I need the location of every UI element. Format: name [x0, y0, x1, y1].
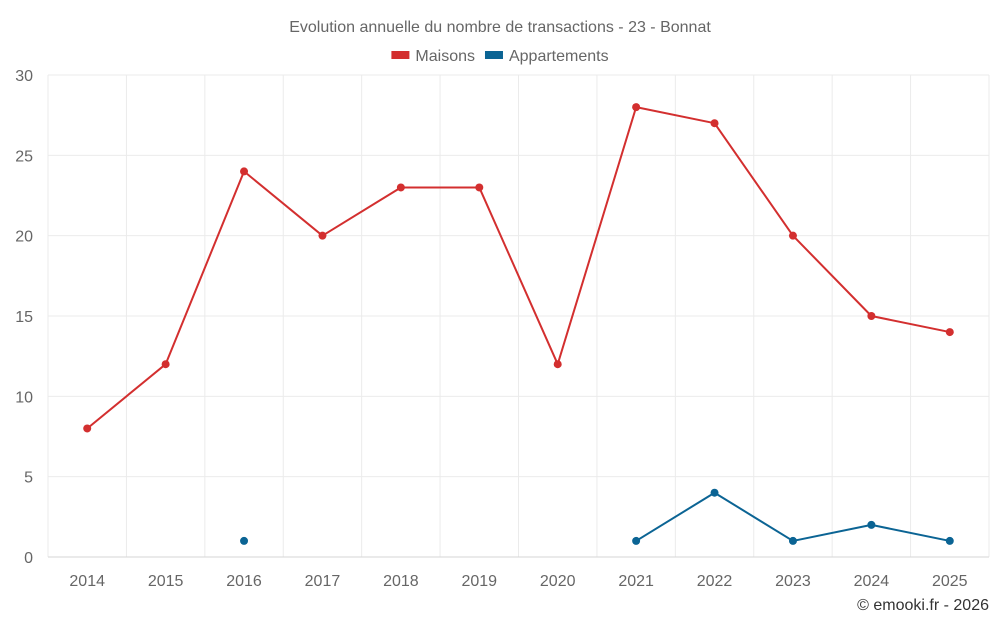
legend: Maisons Appartements [391, 48, 609, 65]
legend-label: Appartements [509, 48, 609, 65]
legend-swatch [484, 51, 503, 59]
data-point[interactable] [240, 167, 249, 176]
x-tick-label: 2019 [461, 573, 497, 590]
y-tick-label: 0 [24, 550, 33, 567]
data-point[interactable] [240, 536, 249, 545]
data-point[interactable] [945, 536, 954, 545]
series-line [86, 106, 950, 430]
data-point[interactable] [788, 536, 797, 545]
y-axis-ticks: 0 5 10 15 20 25 30 [15, 68, 33, 567]
data-point[interactable] [318, 231, 327, 240]
y-tick-label: 25 [15, 148, 33, 165]
series-layer [83, 103, 954, 545]
x-tick-label: 2016 [226, 573, 262, 590]
data-point[interactable] [710, 119, 719, 128]
x-tick-label: 2022 [697, 573, 733, 590]
x-tick-label: 2017 [305, 573, 341, 590]
y-tick-label: 30 [15, 68, 33, 85]
data-point[interactable] [710, 488, 719, 497]
series-line [635, 491, 950, 542]
data-point[interactable] [475, 183, 484, 192]
data-point[interactable] [553, 360, 562, 369]
x-axis-ticks: 2014 2015 2016 2017 2018 2019 2020 2021 2022 2023… [69, 573, 967, 590]
x-tick-label: 2025 [932, 573, 968, 590]
data-point[interactable] [867, 520, 876, 529]
legend-item-maisons[interactable]: Maisons [391, 48, 475, 65]
x-tick-label: 2023 [775, 573, 811, 590]
x-tick-label: 2018 [383, 573, 419, 590]
data-point[interactable] [788, 231, 797, 240]
legend-swatch [391, 51, 410, 59]
data-point[interactable] [867, 312, 876, 320]
x-tick-label: 2014 [69, 573, 105, 590]
series-appartements [240, 488, 954, 545]
legend-label: Maisons [415, 48, 475, 65]
y-tick-label: 5 [24, 470, 33, 487]
y-tick-label: 10 [15, 389, 33, 406]
data-point[interactable] [161, 360, 170, 369]
y-tick-label: 20 [15, 229, 33, 246]
data-point[interactable] [632, 103, 641, 112]
series-maisons [83, 103, 954, 433]
data-point[interactable] [396, 183, 405, 192]
y-tick-label: 15 [15, 309, 33, 326]
x-tick-label: 2015 [148, 573, 184, 590]
chart-title: Evolution annuelle du nombre de transact… [289, 19, 711, 36]
legend-item-appartements[interactable]: Appartements [484, 48, 609, 65]
data-point[interactable] [945, 328, 954, 337]
y-gridlines [48, 74, 989, 558]
data-point[interactable] [632, 536, 641, 545]
data-point[interactable] [83, 424, 92, 433]
credit-text: © emooki.fr - 2026 [857, 597, 989, 614]
x-tick-label: 2020 [540, 573, 576, 590]
x-tick-label: 2024 [854, 573, 890, 590]
x-tick-label: 2021 [618, 573, 654, 590]
